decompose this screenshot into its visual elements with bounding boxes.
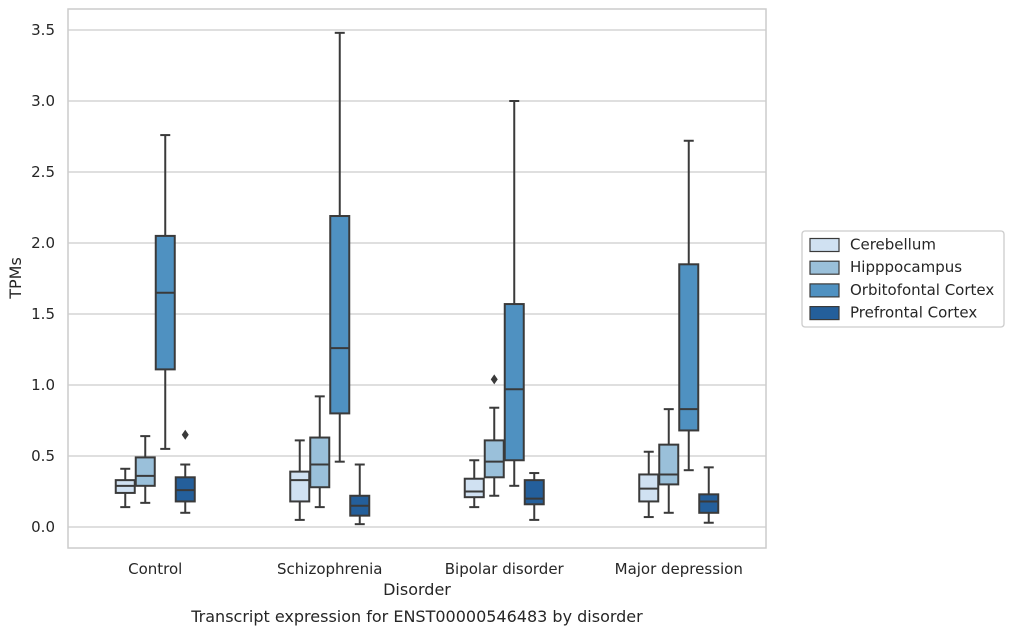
chart-caption: Transcript expression for ENST0000054648… xyxy=(190,607,643,626)
legend-label: Hipppocampus xyxy=(850,258,962,276)
gridlines xyxy=(68,29,766,528)
box-2-3 xyxy=(678,139,700,472)
legend-swatch xyxy=(809,306,840,321)
legend-swatch xyxy=(809,260,840,275)
legend-swatch xyxy=(809,283,840,298)
y-tick-labels: 0.0 0.5 1.0 1.5 2.0 2.5 3.0 3.5 xyxy=(31,21,55,536)
box-3-2 xyxy=(523,472,545,521)
box-1-2 xyxy=(483,374,505,497)
box-3-3 xyxy=(698,466,720,524)
box-body xyxy=(463,477,485,499)
legend-label: Orbitofontal Cortex xyxy=(850,281,994,299)
box-body xyxy=(483,439,505,479)
x-tick-label: Major depression xyxy=(615,560,743,578)
box-body xyxy=(134,456,156,487)
box-body xyxy=(309,436,331,489)
box-0-2 xyxy=(463,459,485,509)
box-body xyxy=(329,215,351,415)
y-tick-label: 1.0 xyxy=(31,376,55,394)
x-tick-labels: Control Schizophrenia Bipolar disorder Majo… xyxy=(128,560,743,578)
y-tick-label: 2.0 xyxy=(31,234,55,252)
box-2-0 xyxy=(154,134,176,450)
box-3-0 xyxy=(174,429,196,514)
box-0-0 xyxy=(114,467,136,509)
y-tick-label: 3.0 xyxy=(31,92,55,110)
box-2-2 xyxy=(503,100,525,487)
box-0-1 xyxy=(289,439,311,521)
outlier-point xyxy=(490,374,498,385)
y-tick-label: 3.5 xyxy=(31,21,55,39)
box-body xyxy=(523,479,545,506)
x-tick-label: Schizophrenia xyxy=(277,560,382,578)
box-1-0 xyxy=(134,435,156,504)
box-body xyxy=(698,493,720,514)
box-body xyxy=(154,234,176,371)
outlier-point xyxy=(181,429,189,440)
y-axis-label: TPMs xyxy=(6,257,25,300)
y-tick-label: 1.5 xyxy=(31,305,55,323)
y-tick-label: 2.5 xyxy=(31,163,55,181)
box-1-3 xyxy=(658,408,680,514)
box-0-3 xyxy=(638,450,660,519)
box-body xyxy=(678,263,700,432)
legend-label: Cerebellum xyxy=(850,236,936,254)
legend-swatch xyxy=(809,237,840,253)
legend-label: Prefrontal Cortex xyxy=(850,304,977,322)
x-tick-label: Control xyxy=(128,560,182,578)
boxes xyxy=(114,31,720,526)
y-tick-label: 0.5 xyxy=(31,447,55,465)
y-tick-label: 0.0 xyxy=(31,518,55,536)
box-1-1 xyxy=(309,395,331,509)
x-tick-label: Bipolar disorder xyxy=(445,560,565,578)
box-body xyxy=(503,303,525,462)
plot-area-border xyxy=(67,8,767,549)
box-body xyxy=(289,470,311,503)
legend-frame xyxy=(801,230,1005,328)
box-body xyxy=(658,443,680,486)
box-3-1 xyxy=(349,463,371,526)
legend: Cerebellum Hipppocampus Orbitofontal Corte… xyxy=(801,230,1005,328)
x-axis-label: Disorder xyxy=(383,580,451,599)
box-2-1 xyxy=(329,31,351,463)
